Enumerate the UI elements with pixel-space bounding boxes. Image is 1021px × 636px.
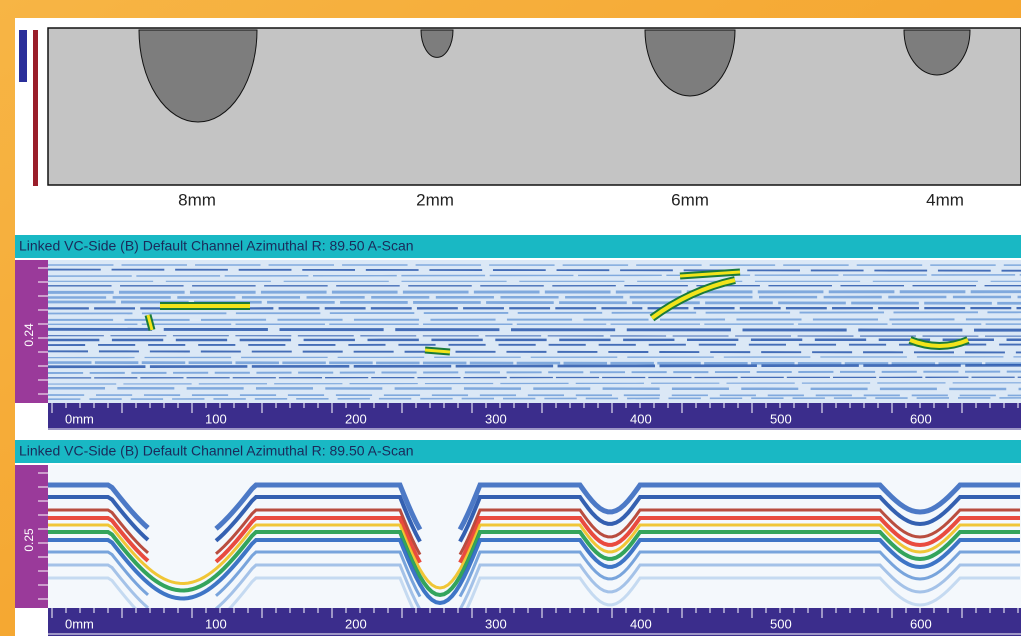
- screenshot: 8mm 2mm 6mm 4mm Linked VC-Side (B) Defau…: [0, 0, 1021, 636]
- axis-bar: [48, 403, 1021, 430]
- scan-image: [48, 260, 1021, 403]
- defect-label: 4mm: [926, 190, 964, 209]
- depth-label: 0.25: [22, 528, 36, 552]
- scan-header: Linked VC-Side (B) Default Channel Azimu…: [19, 443, 414, 459]
- scan-header: Linked VC-Side (B) Default Channel Azimu…: [19, 238, 414, 254]
- axis-label: 400: [630, 616, 652, 631]
- echo-stripe: [48, 292, 1021, 293]
- axis-bar: [48, 608, 1021, 636]
- axis-label: 300: [485, 616, 507, 631]
- page: 8mm 2mm 6mm 4mm Linked VC-Side (B) Defau…: [0, 0, 1021, 636]
- echo-stripe: [48, 372, 1021, 373]
- axis-label: 200: [345, 411, 367, 426]
- axis-label: 600: [910, 411, 932, 426]
- echo-stripe: [48, 329, 1021, 330]
- axis-label: 600: [910, 616, 932, 631]
- echo-stripe: [48, 377, 1021, 378]
- echo-stripe: [48, 297, 1021, 298]
- indication: [425, 350, 450, 352]
- echo-stripe: [48, 312, 1021, 313]
- defect-label: 6mm: [671, 190, 709, 209]
- marker-blue: [19, 30, 27, 82]
- axis-label: 0mm: [65, 411, 94, 426]
- depth-label: 0.24: [22, 323, 36, 347]
- echo-stripe: [48, 357, 1021, 358]
- echo-stripe: [48, 270, 1021, 271]
- defect-label: 8mm: [178, 190, 216, 209]
- scan-image: [48, 465, 1021, 623]
- axis-label: 200: [345, 616, 367, 631]
- axis-label: 100: [205, 616, 227, 631]
- marker-red: [33, 30, 38, 186]
- axis-label: 100: [205, 411, 227, 426]
- echo-stripe: [48, 363, 1021, 364]
- echo-stripe: [48, 365, 1021, 366]
- axis-label: 0mm: [65, 616, 94, 631]
- defect-label: 2mm: [416, 190, 454, 209]
- axis-label: 500: [770, 616, 792, 631]
- axis-label: 400: [630, 411, 652, 426]
- axis-label: 500: [770, 411, 792, 426]
- axis-label: 300: [485, 411, 507, 426]
